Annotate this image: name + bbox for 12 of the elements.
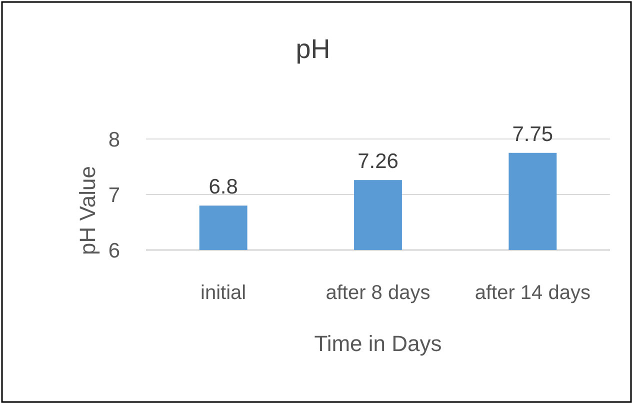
y-tick-label: 7 bbox=[108, 184, 120, 207]
x-axis-title: Time in Days bbox=[314, 331, 442, 356]
y-tick-label: 6 bbox=[108, 239, 120, 262]
data-label: 7.75 bbox=[512, 122, 554, 146]
chart-title: pH bbox=[296, 34, 330, 64]
x-tick-label: after 8 days bbox=[326, 282, 430, 304]
x-tick-label: after 14 days bbox=[474, 282, 590, 304]
data-label: 7.26 bbox=[358, 150, 398, 174]
y-tick-label: 8 bbox=[108, 128, 120, 152]
y-axis-title: pH Value bbox=[75, 166, 100, 255]
data-label: 6.8 bbox=[208, 176, 238, 199]
x-tick-label: initial bbox=[200, 282, 246, 304]
